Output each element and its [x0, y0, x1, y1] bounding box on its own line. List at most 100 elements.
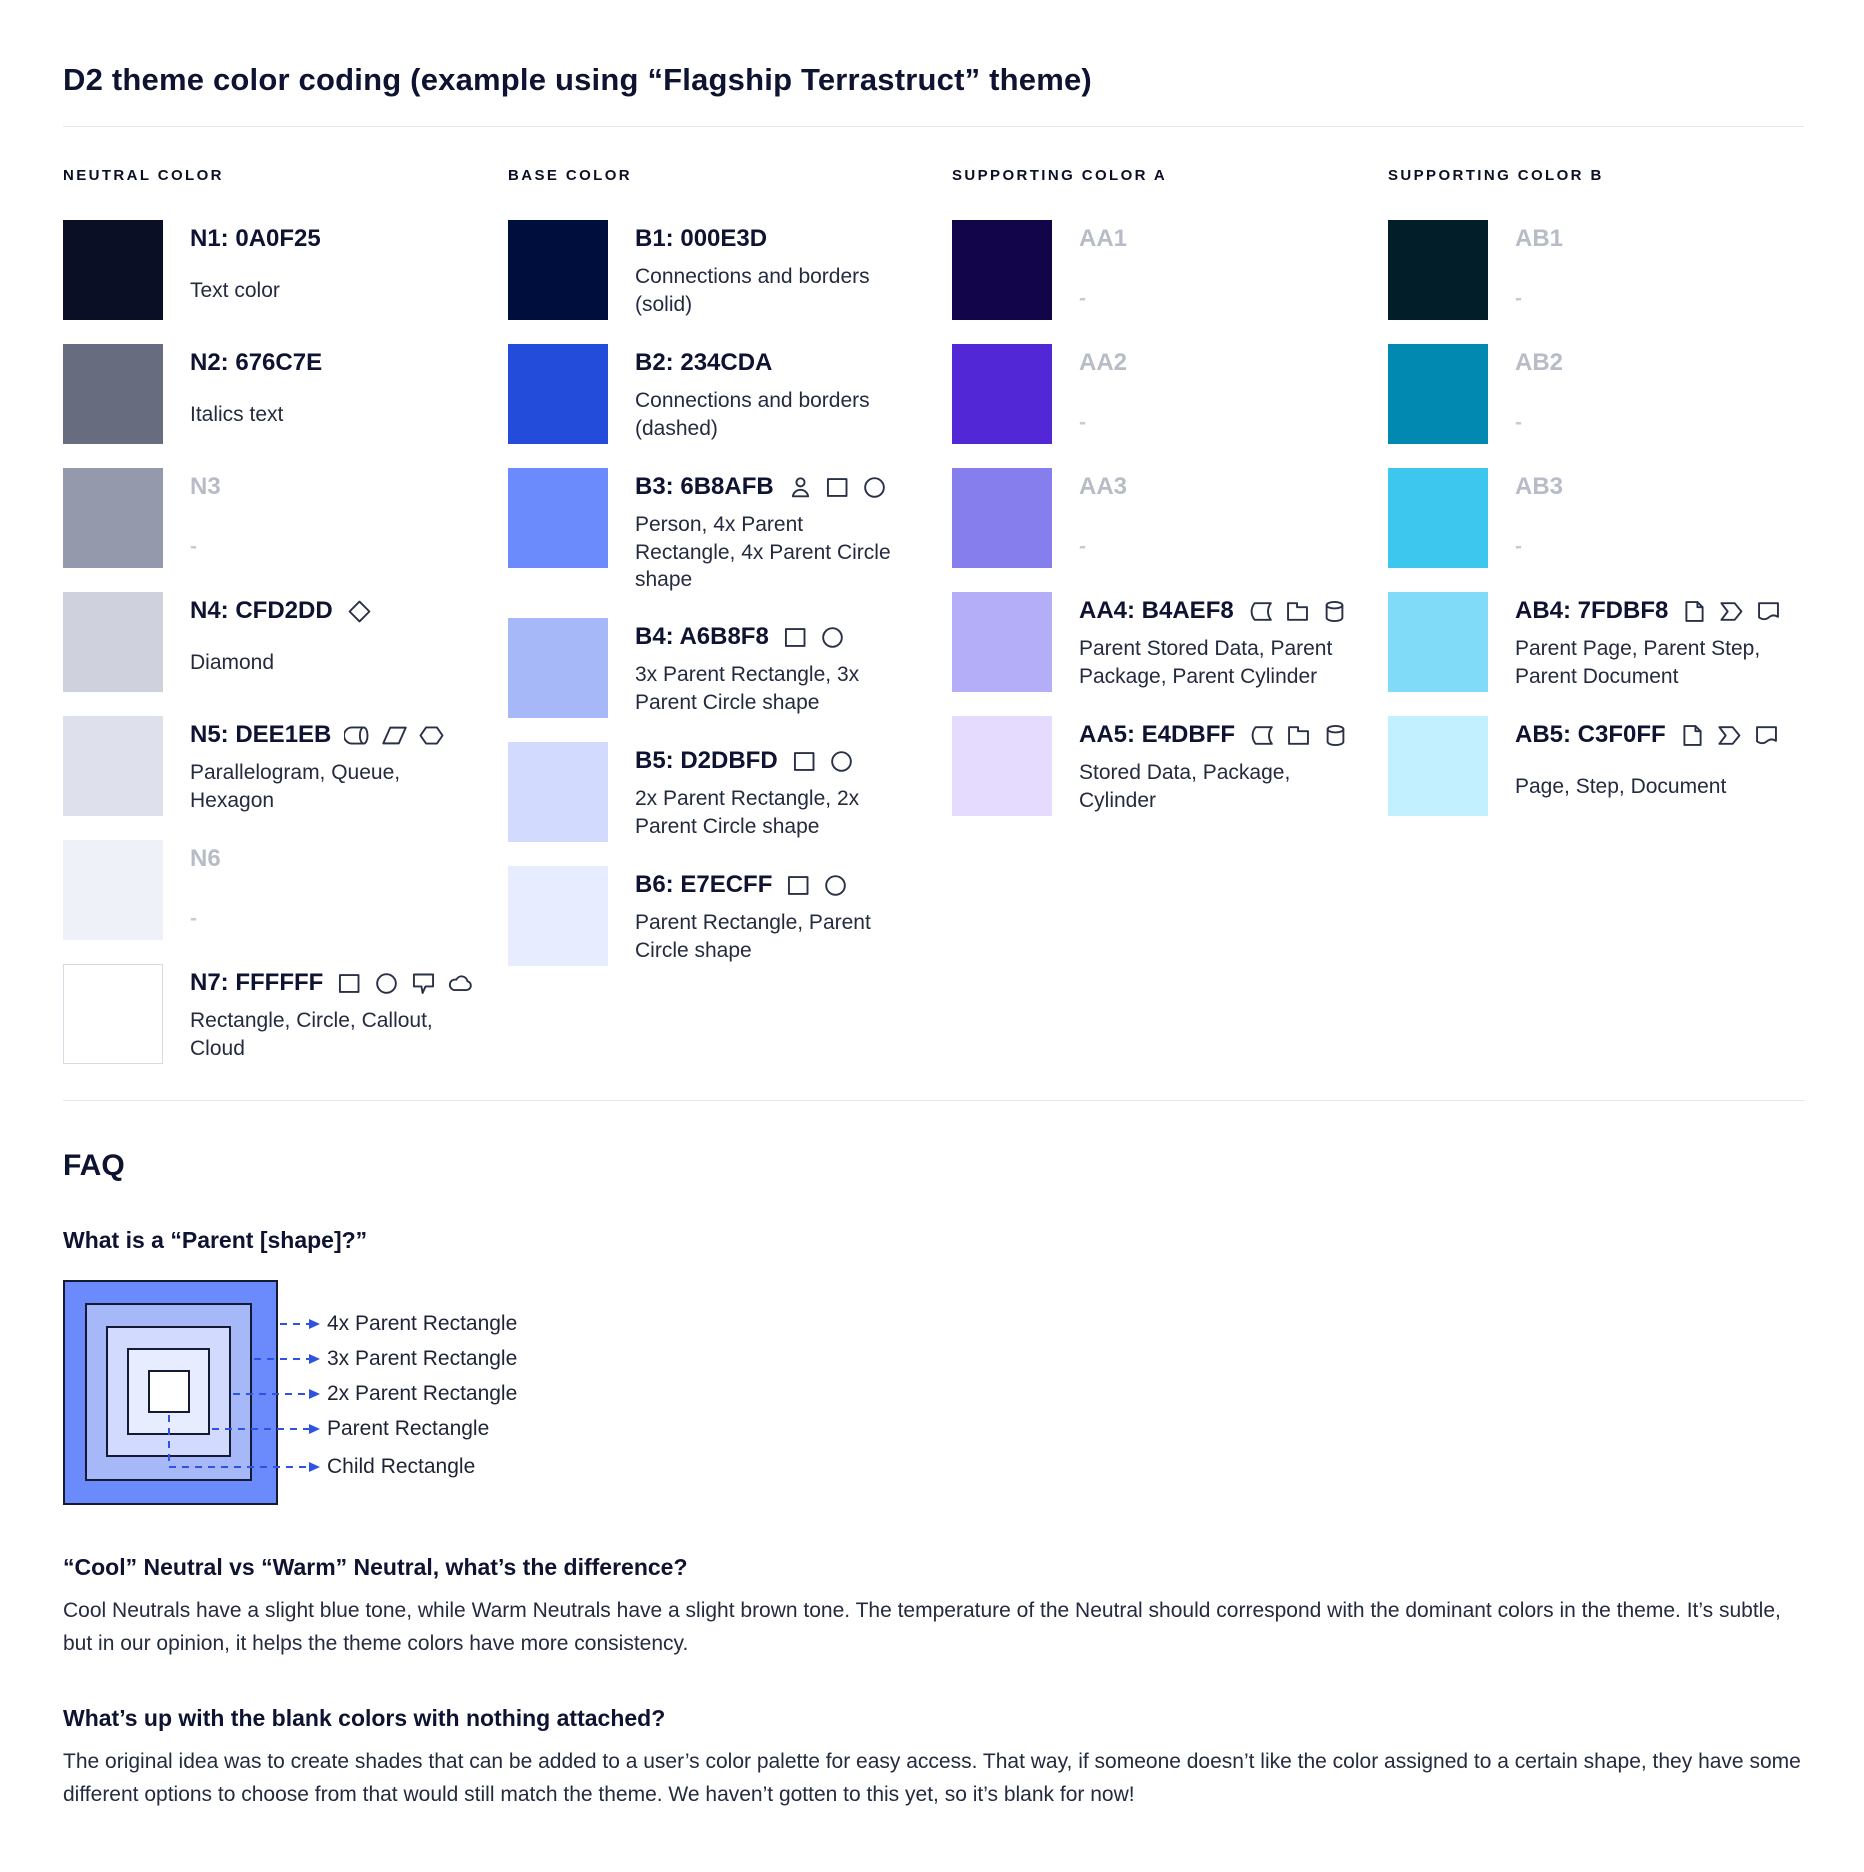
color-desc: Person, 4x Parent Rectangle, 4x Parent C…: [635, 513, 891, 592]
color-row-ab1: AB1 -: [1388, 220, 1808, 320]
color-desc: Rectangle, Circle, Callout, Cloud: [190, 1009, 433, 1060]
color-code: AB5: C3F0FF: [1515, 721, 1666, 748]
faq-answer-blank-colors: The original idea was to create shades t…: [63, 1749, 1801, 1806]
color-desc: Parallelogram, Queue, Hexagon: [190, 761, 401, 812]
color-swatch: [508, 618, 608, 719]
color-desc: Italics text: [190, 403, 284, 426]
cylinder-icon: [1321, 598, 1348, 625]
diagram-label-3x-parent: 3x Parent Rectangle: [327, 1347, 518, 1370]
color-row-aa2: AA2 -: [952, 344, 1388, 444]
color-desc: Parent Rectangle, Parent Circle shape: [635, 911, 871, 962]
color-swatch: [1388, 592, 1488, 692]
person-icon: [787, 474, 814, 501]
diamond-icon: [346, 598, 373, 625]
color-code: N2: 676C7E: [190, 349, 323, 376]
blank-dash: -: [190, 535, 197, 558]
blank-color-label: N3: [190, 473, 221, 500]
column-neutral: NEUTRAL COLOR N1: 0A0F25 Text color N2: …: [63, 167, 508, 1088]
color-row-b6: B6: E7ECFF Parent Rectangle, Parent Circ…: [508, 866, 952, 967]
column-header: BASE COLOR: [508, 167, 633, 184]
color-code: B3: 6B8AFB: [635, 473, 774, 500]
color-desc: Connections and borders (solid): [635, 265, 870, 316]
color-row-n2: N2: 676C7E Italics text: [63, 344, 508, 444]
color-desc: Parent Page, Parent Step, Parent Documen…: [1515, 637, 1761, 688]
blank-dash: -: [1079, 535, 1086, 558]
column-header: SUPPORTING COLOR A: [952, 167, 1168, 184]
color-swatch: [508, 468, 608, 568]
package-icon: [1284, 598, 1311, 625]
color-code: B2: 234CDA: [635, 349, 773, 376]
document-icon: [1753, 722, 1780, 749]
color-swatch: [63, 592, 163, 692]
color-desc: 2x Parent Rectangle, 2x Parent Circle sh…: [635, 787, 860, 838]
color-row-n1: N1: 0A0F25 Text color: [63, 220, 508, 320]
color-desc: Stored Data, Package, Cylinder: [1079, 761, 1291, 812]
callout-icon: [410, 970, 437, 997]
blank-color-label: AB2: [1515, 349, 1564, 376]
queue-icon: [343, 722, 371, 749]
color-row-n3: N3 -: [63, 468, 508, 568]
blank-color-label: AB1: [1515, 225, 1564, 252]
cylinder-icon: [1322, 722, 1349, 749]
color-code: N1: 0A0F25: [190, 225, 321, 252]
color-columns: NEUTRAL COLOR N1: 0A0F25 Text color N2: …: [63, 167, 1804, 1088]
parent-shape-diagram: 4x Parent Rectangle 3x Parent Rectangle …: [63, 1280, 623, 1510]
blank-color-label: AA2: [1079, 349, 1128, 376]
color-swatch: [952, 344, 1052, 444]
color-desc: Diamond: [190, 651, 275, 674]
circle-icon: [373, 970, 400, 997]
color-code: N7: FFFFFF: [190, 969, 324, 996]
color-row-aa1: AA1 -: [952, 220, 1388, 320]
parallelogram-icon: [381, 722, 408, 749]
page-icon: [1679, 722, 1706, 749]
color-swatch: [63, 964, 163, 1064]
color-desc: Parent Stored Data, Parent Package, Pare…: [1079, 637, 1333, 688]
column-header: NEUTRAL COLOR: [63, 167, 224, 184]
color-swatch: [63, 468, 163, 568]
color-row-n4: N4: CFD2DD Diamond: [63, 592, 508, 692]
step-icon: [1716, 722, 1743, 749]
color-row-b2: B2: 234CDA Connections and borders (dash…: [508, 344, 952, 444]
color-code: B1: 000E3D: [635, 225, 768, 252]
color-row-aa4: AA4: B4AEF8 Parent Stored Data, Parent P…: [952, 592, 1388, 692]
blank-dash: -: [190, 907, 197, 930]
blank-dash: -: [1079, 411, 1086, 434]
rectangle-icon: [791, 748, 818, 775]
blank-color-label: AB3: [1515, 473, 1564, 500]
color-row-ab4: AB4: 7FDBF8 Parent Page, Parent Step, Pa…: [1388, 592, 1808, 692]
color-code: AA4: B4AEF8: [1079, 597, 1234, 624]
color-code: B6: E7ECFF: [635, 871, 773, 899]
color-swatch: [1388, 220, 1488, 320]
color-swatch: [63, 716, 163, 816]
color-code: B4: A6B8F8: [635, 623, 769, 651]
faq-question-blank-colors: What’s up with the blank colors with not…: [63, 1704, 666, 1731]
color-swatch: [508, 344, 608, 444]
faq-question-parent-shape: What is a “Parent [shape]?”: [63, 1227, 368, 1253]
diagram-label-parent: Parent Rectangle: [327, 1417, 490, 1440]
color-swatch: [952, 468, 1052, 568]
color-swatch: [952, 592, 1052, 692]
blank-color-label: N6: [190, 845, 221, 872]
blank-dash: -: [1515, 287, 1522, 310]
divider: [63, 1100, 1804, 1101]
color-swatch: [63, 840, 163, 940]
color-row-b5: B5: D2DBFD 2x Parent Rectangle, 2x Paren…: [508, 742, 952, 843]
blank-dash: -: [1515, 411, 1522, 434]
circle-icon: [828, 748, 855, 775]
diagram-child-rectangle: [148, 1370, 190, 1413]
color-swatch: [63, 220, 163, 320]
color-row-aa5: AA5: E4DBFF Stored Data, Package, Cylind…: [952, 716, 1388, 816]
rectangle-icon: [785, 872, 812, 899]
document-icon: [1755, 598, 1782, 625]
page-icon: [1681, 598, 1708, 625]
color-row-b4: B4: A6B8F8 3x Parent Rectangle, 3x Paren…: [508, 618, 952, 719]
color-swatch: [508, 866, 608, 967]
circle-icon: [819, 624, 846, 651]
color-code: N5: DEE1EB: [190, 721, 332, 748]
faq-answer-cool-vs-warm: Cool Neutrals have a slight blue tone, w…: [63, 1599, 1781, 1655]
column-header: SUPPORTING COLOR B: [1388, 167, 1604, 184]
rectangle-icon: [824, 474, 851, 501]
blank-color-label: AA1: [1079, 225, 1128, 252]
diagram-label-2x-parent: 2x Parent Rectangle: [327, 1382, 518, 1405]
